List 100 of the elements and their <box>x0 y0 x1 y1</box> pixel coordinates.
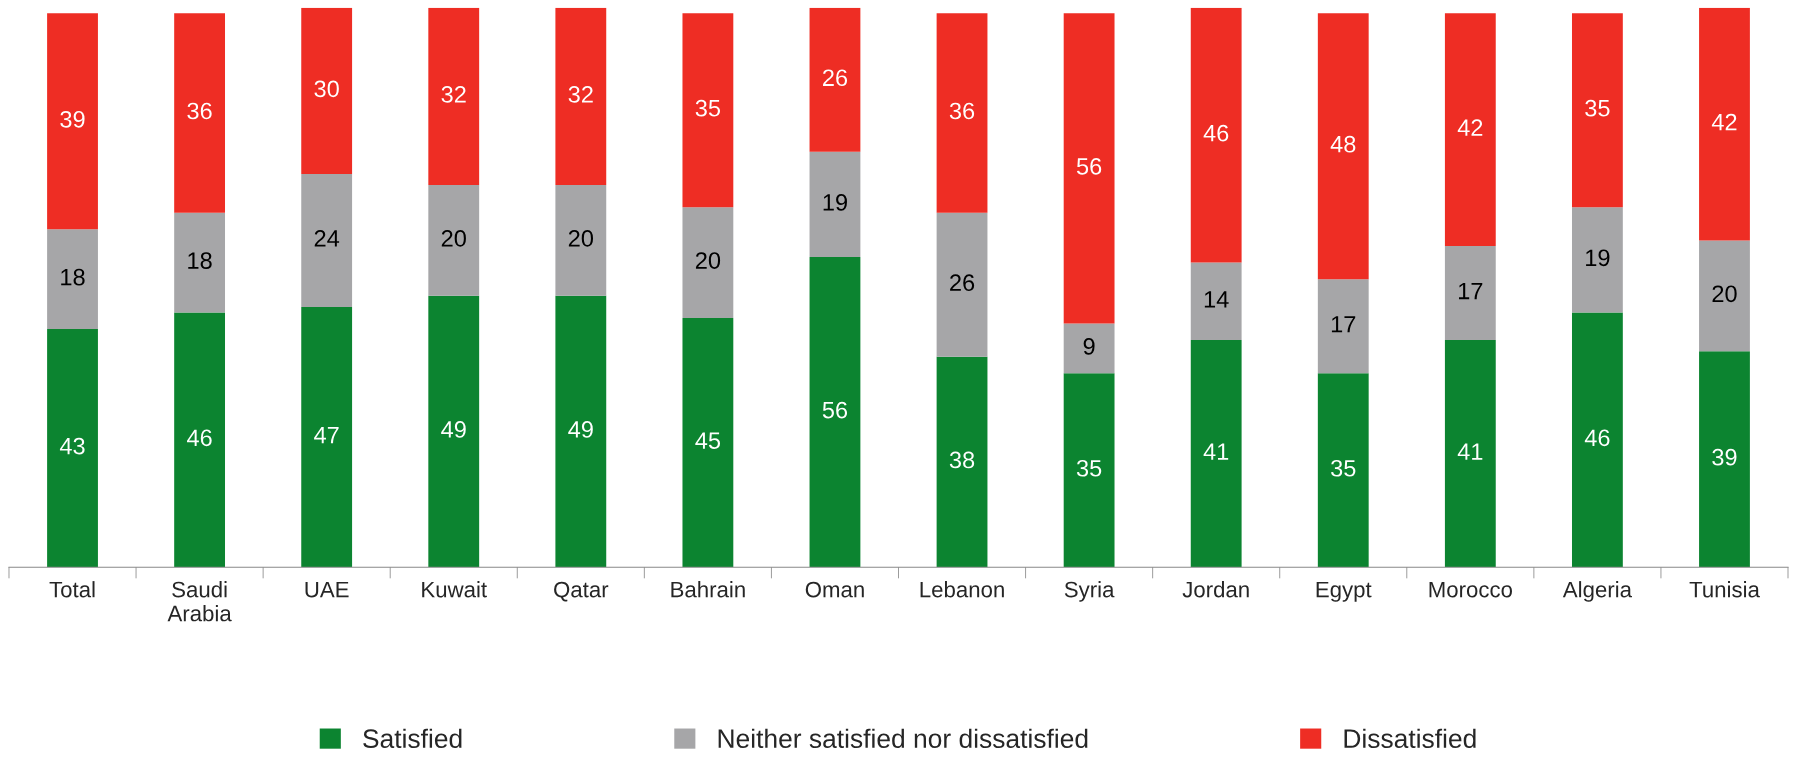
bar <box>47 329 98 568</box>
bar <box>1063 373 1115 568</box>
bar <box>1063 13 1115 324</box>
bar <box>301 306 353 568</box>
bar <box>1699 351 1750 568</box>
data-label: 48 <box>1330 135 1356 153</box>
data-label: 39 <box>60 110 85 128</box>
bar <box>555 295 607 568</box>
data-label: 30 <box>314 80 339 98</box>
data-label: 35 <box>1076 459 1102 477</box>
data-label: 46 <box>1584 429 1610 447</box>
data-label: 19 <box>1586 249 1610 267</box>
data-label: 47 <box>314 426 339 444</box>
bar <box>428 185 480 296</box>
x-tick-label: Morocco <box>1429 581 1513 598</box>
bar <box>936 356 988 568</box>
bar <box>1444 245 1496 341</box>
x-tick-label: Total <box>49 581 95 598</box>
bar <box>1317 373 1369 568</box>
bar <box>1571 312 1623 568</box>
data-label: 43 <box>59 437 85 455</box>
bar <box>428 7 480 186</box>
x-tick-label: UAE <box>305 581 349 598</box>
bar <box>47 13 98 230</box>
data-label: 39 <box>1712 448 1737 466</box>
data-label: 36 <box>187 102 212 120</box>
data-label: 26 <box>950 274 975 292</box>
data-label: 35 <box>1331 459 1356 477</box>
x-tick-label: Saudi Arabia <box>167 581 232 622</box>
bar <box>1571 207 1623 313</box>
data-label: 41 <box>1457 443 1483 460</box>
bar <box>174 312 226 568</box>
x-tick-label: Qatar <box>554 581 609 602</box>
data-label: 19 <box>823 194 847 211</box>
data-label: 17 <box>1459 282 1483 300</box>
data-label: 32 <box>441 86 466 103</box>
data-label: 56 <box>1076 158 1102 175</box>
x-tick-label: Kuwait <box>422 581 487 598</box>
bar <box>936 212 988 357</box>
bar <box>1699 240 1750 352</box>
data-label: 45 <box>695 432 721 449</box>
bar <box>47 229 98 330</box>
data-label: 49 <box>568 421 593 438</box>
bar <box>1444 340 1496 568</box>
bar <box>682 207 734 318</box>
bar <box>936 13 988 213</box>
x-tick-label: Oman <box>805 581 864 598</box>
data-label: 20 <box>695 252 721 269</box>
data-label: 20 <box>441 230 466 247</box>
data-label: 14 <box>1204 291 1229 308</box>
legend-label: Dissatisfied <box>1344 728 1476 749</box>
data-label: 56 <box>822 401 848 419</box>
bar <box>809 7 861 152</box>
bar <box>1317 279 1369 374</box>
data-label: 26 <box>823 69 848 87</box>
bar <box>1190 262 1242 341</box>
bar <box>809 151 861 258</box>
bar <box>428 295 480 568</box>
legend-label: Neither satisfied nor dissatisfied <box>718 728 1088 749</box>
bar <box>1699 7 1750 241</box>
bar <box>555 185 607 296</box>
data-label: 42 <box>1457 119 1483 136</box>
x-tick-label: Jordan <box>1182 581 1249 598</box>
data-label: 17 <box>1331 316 1356 333</box>
data-label: 24 <box>314 230 340 247</box>
bar <box>682 317 734 568</box>
data-label: 9 <box>1083 338 1095 355</box>
data-label: 46 <box>1203 124 1229 142</box>
data-label: 18 <box>61 268 85 286</box>
bar <box>301 7 353 174</box>
data-label: 49 <box>441 421 466 438</box>
bar <box>682 13 734 208</box>
bar <box>1190 340 1242 568</box>
legend-label: Satisfied <box>363 728 462 749</box>
bar <box>809 257 861 568</box>
data-label: 18 <box>188 252 212 269</box>
bar <box>555 7 607 186</box>
x-tick-label: Syria <box>1064 581 1115 602</box>
bar <box>1190 7 1242 263</box>
x-tick-label: Lebanon <box>920 581 1004 598</box>
data-label: 42 <box>1711 113 1737 131</box>
x-tick-label: Bahrain <box>671 581 745 598</box>
data-label: 35 <box>695 99 721 117</box>
bar <box>174 13 226 213</box>
data-label: 32 <box>568 86 593 103</box>
x-tick-label: Tunisia <box>1689 581 1760 598</box>
data-label: 38 <box>949 451 975 469</box>
data-label: 41 <box>1203 443 1229 460</box>
bar <box>301 173 353 307</box>
x-tick-label: Algeria <box>1562 581 1632 602</box>
data-label: 35 <box>1585 99 1610 117</box>
data-label: 46 <box>187 429 212 447</box>
x-tick-label: Egypt <box>1316 581 1372 602</box>
bar <box>1444 13 1496 246</box>
bar <box>174 212 226 313</box>
data-label: 20 <box>568 230 594 247</box>
bar <box>1317 13 1369 280</box>
bar <box>1571 13 1623 208</box>
bar <box>1063 323 1115 374</box>
data-label: 20 <box>1712 285 1737 303</box>
